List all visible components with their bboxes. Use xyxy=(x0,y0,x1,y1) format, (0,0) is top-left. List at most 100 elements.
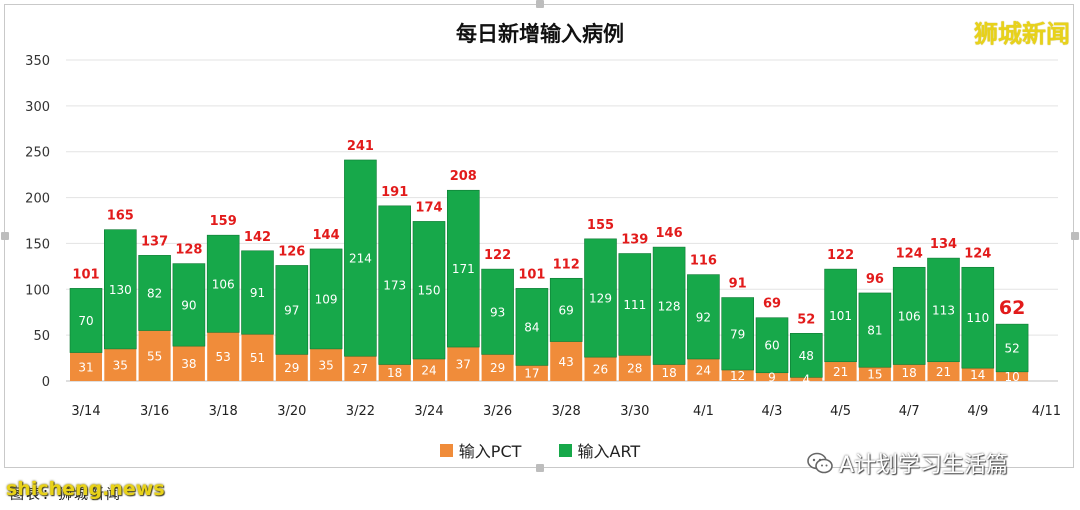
total-label-3/19: 142 xyxy=(244,230,271,245)
total-label-3/23: 191 xyxy=(381,185,408,200)
total-label-3/25: 208 xyxy=(450,169,477,184)
x-tick-label: 3/22 xyxy=(346,404,375,419)
value-label-art: 93 xyxy=(490,305,505,319)
bar-pct-3/21 xyxy=(310,348,343,381)
value-label-pct: 26 xyxy=(593,363,608,377)
x-tick-label: 3/26 xyxy=(483,404,512,419)
bar-pct-4/6 xyxy=(858,367,891,381)
bar-pct-4/1 xyxy=(687,358,720,381)
total-label-4/6: 96 xyxy=(866,272,884,287)
value-label-pct: 4 xyxy=(802,373,810,387)
resize-handle-top[interactable] xyxy=(536,0,544,8)
wechat-watermark-text: A计划学习生活篇 xyxy=(839,453,1009,478)
total-label-3/20: 126 xyxy=(278,244,305,259)
y-tick-label: 250 xyxy=(25,146,50,161)
value-label-pct: 38 xyxy=(181,357,196,371)
bar-art-3/25 xyxy=(446,189,480,348)
x-tick-label: 4/11 xyxy=(1032,404,1061,419)
bar-art-4/5 xyxy=(824,268,857,363)
resize-handle-left[interactable] xyxy=(1,232,9,240)
bar-pct-3/26 xyxy=(481,354,514,381)
value-label-pct: 29 xyxy=(490,361,505,375)
value-label-art: 92 xyxy=(696,310,711,324)
total-label-3/26: 122 xyxy=(484,248,511,263)
total-label-3/29: 155 xyxy=(587,218,614,233)
chart-canvas: 0 50 100 150 200 250 300 350 31 70 101 35 130 165 55 82… xyxy=(25,54,1061,419)
x-tick-label: 4/3 xyxy=(762,404,783,419)
y-tick-label: 50 xyxy=(33,329,50,344)
bar-pct-4/2 xyxy=(721,369,754,381)
value-label-art: 173 xyxy=(383,279,406,293)
bar-pct-3/22 xyxy=(344,356,377,381)
value-label-pct: 17 xyxy=(524,367,539,381)
y-tick-label: 300 xyxy=(25,100,50,115)
value-label-art: 91 xyxy=(250,286,265,300)
bar-art-3/26 xyxy=(481,268,514,355)
legend-item-art: 输入ART xyxy=(558,438,640,462)
bar-art-4/3 xyxy=(755,317,789,374)
total-label-4/10: 62 xyxy=(999,297,1025,319)
bar-art-3/22 xyxy=(344,159,377,357)
value-label-pct: 18 xyxy=(387,366,402,380)
value-label-pct: 55 xyxy=(147,349,162,363)
bar-pct-4/5 xyxy=(824,361,857,381)
bar-pct-3/14 xyxy=(70,352,102,381)
value-label-pct: 14 xyxy=(970,368,985,382)
bar-art-3/14 xyxy=(69,288,103,353)
legend-label-pct: 输入PCT xyxy=(458,442,522,461)
value-label-pct: 24 xyxy=(696,363,711,377)
value-label-art: 79 xyxy=(730,327,745,341)
value-label-pct: 9 xyxy=(768,370,776,384)
bar-pct-3/18 xyxy=(207,332,240,381)
value-label-pct: 24 xyxy=(421,363,436,377)
total-label-3/14: 101 xyxy=(72,267,99,282)
value-label-art: 69 xyxy=(559,303,574,317)
y-tick-label: 0 xyxy=(42,375,50,390)
value-label-pct: 35 xyxy=(318,358,333,372)
value-label-pct: 15 xyxy=(867,368,882,382)
bar-art-3/17 xyxy=(172,263,206,347)
x-tick-label: 3/28 xyxy=(552,404,581,419)
value-label-art: 101 xyxy=(829,309,852,323)
total-label-3/17: 128 xyxy=(175,243,202,258)
bar-art-4/9 xyxy=(961,266,995,369)
total-label-3/28: 112 xyxy=(553,257,580,272)
value-label-art: 60 xyxy=(764,339,779,353)
legend-swatch-art xyxy=(558,443,572,457)
bar-art-3/21 xyxy=(309,248,343,350)
x-tick-label: 3/24 xyxy=(414,404,443,419)
value-label-pct: 28 xyxy=(627,362,642,376)
bar-art-3/27 xyxy=(515,288,549,366)
value-label-art: 214 xyxy=(349,252,372,266)
bar-art-4/7 xyxy=(892,266,926,365)
bar-pct-3/31 xyxy=(653,364,686,381)
value-label-art: 150 xyxy=(418,284,441,298)
total-label-3/18: 159 xyxy=(210,214,237,229)
total-label-4/1: 116 xyxy=(690,254,717,269)
bar-art-3/24 xyxy=(412,221,446,360)
total-label-4/9: 124 xyxy=(964,246,991,261)
resize-handle-right[interactable] xyxy=(1071,232,1079,240)
y-tick-label: 350 xyxy=(25,54,50,69)
site-watermark: shicheng.news xyxy=(6,478,165,500)
bar-pct-3/27 xyxy=(515,365,548,381)
value-label-pct: 51 xyxy=(250,351,265,365)
value-label-pct: 29 xyxy=(284,361,299,375)
watermark-top-right: 狮城新闻 xyxy=(974,20,1070,48)
bar-art-3/31 xyxy=(652,246,686,365)
y-tick-label: 200 xyxy=(25,192,50,207)
x-tick-label: 4/5 xyxy=(830,404,851,419)
x-tick-label: 4/9 xyxy=(967,404,988,419)
bar-pct-4/8 xyxy=(927,361,960,381)
wechat-watermark: A计划学习生活篇 xyxy=(807,447,1008,479)
total-label-3/27: 101 xyxy=(518,267,545,282)
x-tick-label: 3/18 xyxy=(209,404,238,419)
total-label-4/5: 122 xyxy=(827,248,854,263)
resize-handle-bottom[interactable] xyxy=(536,464,544,472)
bar-pct-3/29 xyxy=(584,357,617,381)
value-label-art: 171 xyxy=(452,262,475,276)
chart-legend: 输入PCT 输入ART xyxy=(0,438,1080,462)
bar-pct-3/16 xyxy=(138,330,171,381)
legend-item-pct: 输入PCT xyxy=(439,438,522,462)
value-label-art: 106 xyxy=(898,309,921,323)
